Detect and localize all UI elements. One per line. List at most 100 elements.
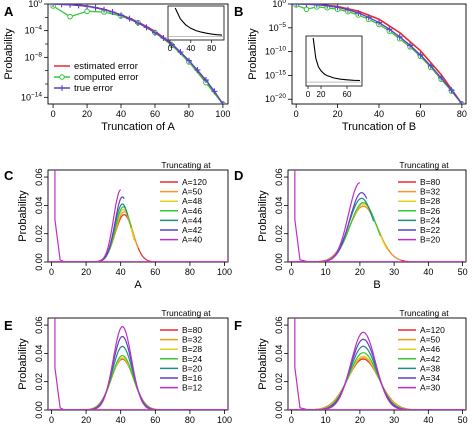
- data-point: [135, 20, 141, 26]
- legend-label: B=32: [420, 187, 440, 197]
- series-curve: [48, 209, 136, 262]
- plot-area: [288, 170, 466, 262]
- plot-area: [50, 4, 226, 104]
- y-tick-label: 10−14: [21, 91, 42, 102]
- x-tick-label: 0: [294, 109, 299, 119]
- y-tick-base: 10: [272, 0, 282, 9]
- data-point: [324, 4, 331, 9]
- x-axis-title: B: [373, 279, 380, 291]
- near-zero-spike: [54, 318, 64, 410]
- legend-label: B=22: [420, 225, 440, 235]
- x-tick-label: 10: [321, 415, 331, 425]
- x-tick-label: 40: [423, 267, 433, 277]
- x-axis-title: Truncation of A: [101, 121, 175, 133]
- y-tick-label: 0.02: [34, 373, 44, 391]
- x-tick-label: 40: [116, 267, 126, 277]
- y-tick-label: 0.06: [34, 168, 44, 186]
- inset-tick-label: 0: [306, 90, 311, 99]
- x-tick-label: 80: [457, 109, 467, 119]
- y-axis-title: Probability: [17, 190, 29, 242]
- y-axis-title: Probability: [257, 190, 269, 242]
- y-tick-base: 10: [265, 94, 275, 104]
- data-point: [211, 88, 218, 95]
- x-tick-label: 20: [355, 415, 365, 425]
- data-point: [386, 26, 393, 33]
- x-tick-label: 50: [458, 267, 468, 277]
- legend-label: A=46: [182, 206, 202, 216]
- y-tick-label: 100: [272, 0, 286, 9]
- legend-label: estimated error: [74, 61, 138, 72]
- near-zero-spike: [54, 170, 64, 262]
- series-curve: [288, 197, 375, 262]
- panel-f: F 0 10 20 30 40 50 0.00 0.02 0.04 0.06 Probability T…: [234, 308, 468, 425]
- y-tick-label: 0.02: [274, 373, 284, 391]
- y-axis-title: Probability: [3, 28, 15, 80]
- plot-area: [293, 4, 465, 104]
- x-tick-label: 40: [423, 415, 433, 425]
- data-point: [92, 4, 99, 11]
- legend-title: Truncating at: [161, 160, 211, 170]
- data-point: [303, 6, 310, 13]
- y-tick-label: 0.00: [34, 253, 44, 271]
- x-tick-label: 60: [150, 415, 160, 425]
- x-tick-label: 0: [49, 415, 54, 425]
- y-tick-base: 10: [25, 52, 35, 62]
- legend-marker: [59, 74, 65, 80]
- legend-label: B=24: [420, 215, 440, 225]
- data-point: [160, 35, 167, 41]
- inset-line: [174, 7, 223, 36]
- legend: Truncating at A=120A=50A=46A=42A=38A=34A=…: [398, 308, 449, 393]
- y-tick-label: 0.06: [34, 316, 44, 334]
- x-tick-label: 30: [389, 415, 399, 425]
- data-point: [67, 13, 73, 20]
- y-tick-label: 0.04: [34, 197, 44, 215]
- x-tick-label: 60: [150, 109, 160, 119]
- legend-label: true error: [74, 83, 113, 94]
- y-tick-label: 10−4: [25, 25, 43, 36]
- legend-label: A=120: [182, 177, 207, 187]
- legend-label: A=48: [182, 196, 202, 206]
- panel-c: C 0 20 40 60 80 100 0.00 0.02 0.04 0.06 A Probabilit…: [4, 160, 232, 291]
- panel-letter: B: [234, 4, 243, 19]
- data-point: [365, 14, 372, 21]
- y-tick-label: 10−5: [269, 22, 287, 33]
- panel-letter: E: [4, 318, 13, 333]
- x-tick-label: 80: [185, 267, 195, 277]
- legend-label: B=16: [182, 373, 202, 383]
- y-tick-label: 0.06: [274, 168, 284, 186]
- x-tick-label: 80: [185, 415, 195, 425]
- x-tick-label: 60: [415, 109, 425, 119]
- y-tick-label: 0.00: [274, 401, 284, 419]
- legend-label: A=46: [420, 344, 440, 354]
- data-point: [84, 8, 90, 15]
- y-tick-label: 0.04: [274, 345, 284, 363]
- legend-label: A=38: [420, 363, 440, 373]
- data-point: [407, 42, 414, 49]
- x-tick-label: 20: [355, 267, 365, 277]
- x-tick-label: 20: [81, 415, 91, 425]
- legend-label: B=26: [420, 206, 440, 216]
- legend-title: Truncating at: [161, 308, 211, 318]
- y-tick-exponent: −15: [275, 69, 286, 76]
- data-point: [293, 4, 300, 7]
- inset-chart: 0 40 80: [167, 5, 225, 53]
- y-tick-label: 0.00: [34, 401, 44, 419]
- x-tick-label: 100: [217, 415, 232, 425]
- y-tick-label: 10−8: [25, 51, 43, 62]
- legend-label: B=12: [182, 383, 202, 393]
- y-tick-exponent: −14: [31, 91, 42, 98]
- legend-title: Truncating at: [399, 308, 449, 318]
- y-tick-exponent: 0: [282, 0, 286, 5]
- data-point: [303, 4, 310, 8]
- legend-label: B=28: [182, 344, 202, 354]
- y-tick-base: 10: [25, 26, 35, 36]
- x-tick-label: 50: [458, 415, 468, 425]
- near-zero-spike: [294, 170, 307, 262]
- x-tick-label: 0: [289, 267, 294, 277]
- legend-label: A=50: [182, 187, 202, 197]
- panel-e: E 0 20 40 60 80 100 0.00 0.02 0.04 0.06 Probability…: [4, 308, 232, 425]
- data-point: [118, 12, 125, 19]
- plot-area: [288, 318, 466, 410]
